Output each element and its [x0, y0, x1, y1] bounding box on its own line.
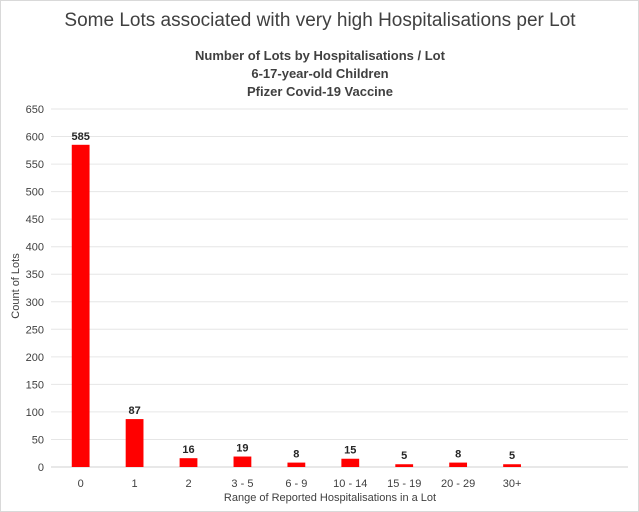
data-label: 19	[236, 443, 248, 455]
x-tick-label: 15 - 19	[387, 478, 421, 490]
y-tick-label: 650	[26, 104, 44, 116]
chart-subtitle-line-3: Pfizer Covid-19 Vaccine	[247, 84, 393, 99]
y-tick-label: 500	[26, 187, 44, 199]
data-label: 8	[455, 449, 461, 461]
y-tick-label: 150	[26, 379, 44, 391]
bars	[71, 144, 521, 468]
y-axis-ticks: 0 50 100 150 200 250 300 350 400 450 500 550 600 650	[26, 104, 44, 474]
bar	[503, 464, 521, 467]
data-label: 8	[293, 449, 299, 461]
bar	[125, 419, 144, 467]
x-tick-label: 6 - 9	[285, 478, 307, 490]
data-label: 5	[401, 450, 407, 462]
x-tick-label: 2	[185, 478, 191, 490]
y-tick-label: 350	[26, 269, 44, 281]
data-label: 16	[182, 444, 194, 456]
y-tick-label: 0	[38, 462, 44, 474]
y-tick-label: 250	[26, 324, 44, 336]
y-tick-label: 400	[26, 242, 44, 254]
bar	[71, 144, 90, 468]
x-tick-label: 1	[132, 478, 138, 490]
bar	[287, 462, 306, 467]
bar	[341, 458, 360, 467]
x-tick-label: 20 - 29	[441, 478, 475, 490]
x-tick-label: 10 - 14	[333, 478, 367, 490]
x-tick-label: 3 - 5	[231, 478, 253, 490]
y-tick-label: 100	[26, 407, 44, 419]
x-axis-ticks: 0 1 2 3 - 5 6 - 9 10 - 14 15 - 19 20 - 29 30+	[78, 478, 522, 490]
bar	[179, 458, 198, 467]
data-label: 15	[344, 445, 356, 457]
data-label: 585	[71, 131, 89, 143]
data-label: 5	[509, 450, 515, 462]
chart-title: Some Lots associated with very high Hosp…	[64, 10, 576, 31]
y-tick-label: 550	[26, 159, 44, 171]
y-axis-label: Count of Lots	[10, 253, 22, 319]
y-tick-label: 600	[26, 132, 44, 144]
x-axis-label: Range of Reported Hospitalisations in a …	[224, 492, 436, 504]
y-tick-label: 50	[32, 434, 44, 446]
x-tick-label: 0	[78, 478, 84, 490]
x-tick-label: 30+	[503, 478, 522, 490]
chart-subtitle-line-2: 6-17-year-old Children	[251, 66, 388, 81]
bar	[233, 456, 252, 467]
y-tick-label: 300	[26, 297, 44, 309]
chart-subtitle-line-1: Number of Lots by Hospitalisations / Lot	[195, 48, 446, 63]
bar	[449, 462, 468, 467]
grid-lines	[51, 108, 628, 468]
bar	[395, 464, 414, 467]
data-label: 87	[128, 405, 140, 417]
y-tick-label: 450	[26, 214, 44, 226]
y-tick-label: 200	[26, 352, 44, 364]
